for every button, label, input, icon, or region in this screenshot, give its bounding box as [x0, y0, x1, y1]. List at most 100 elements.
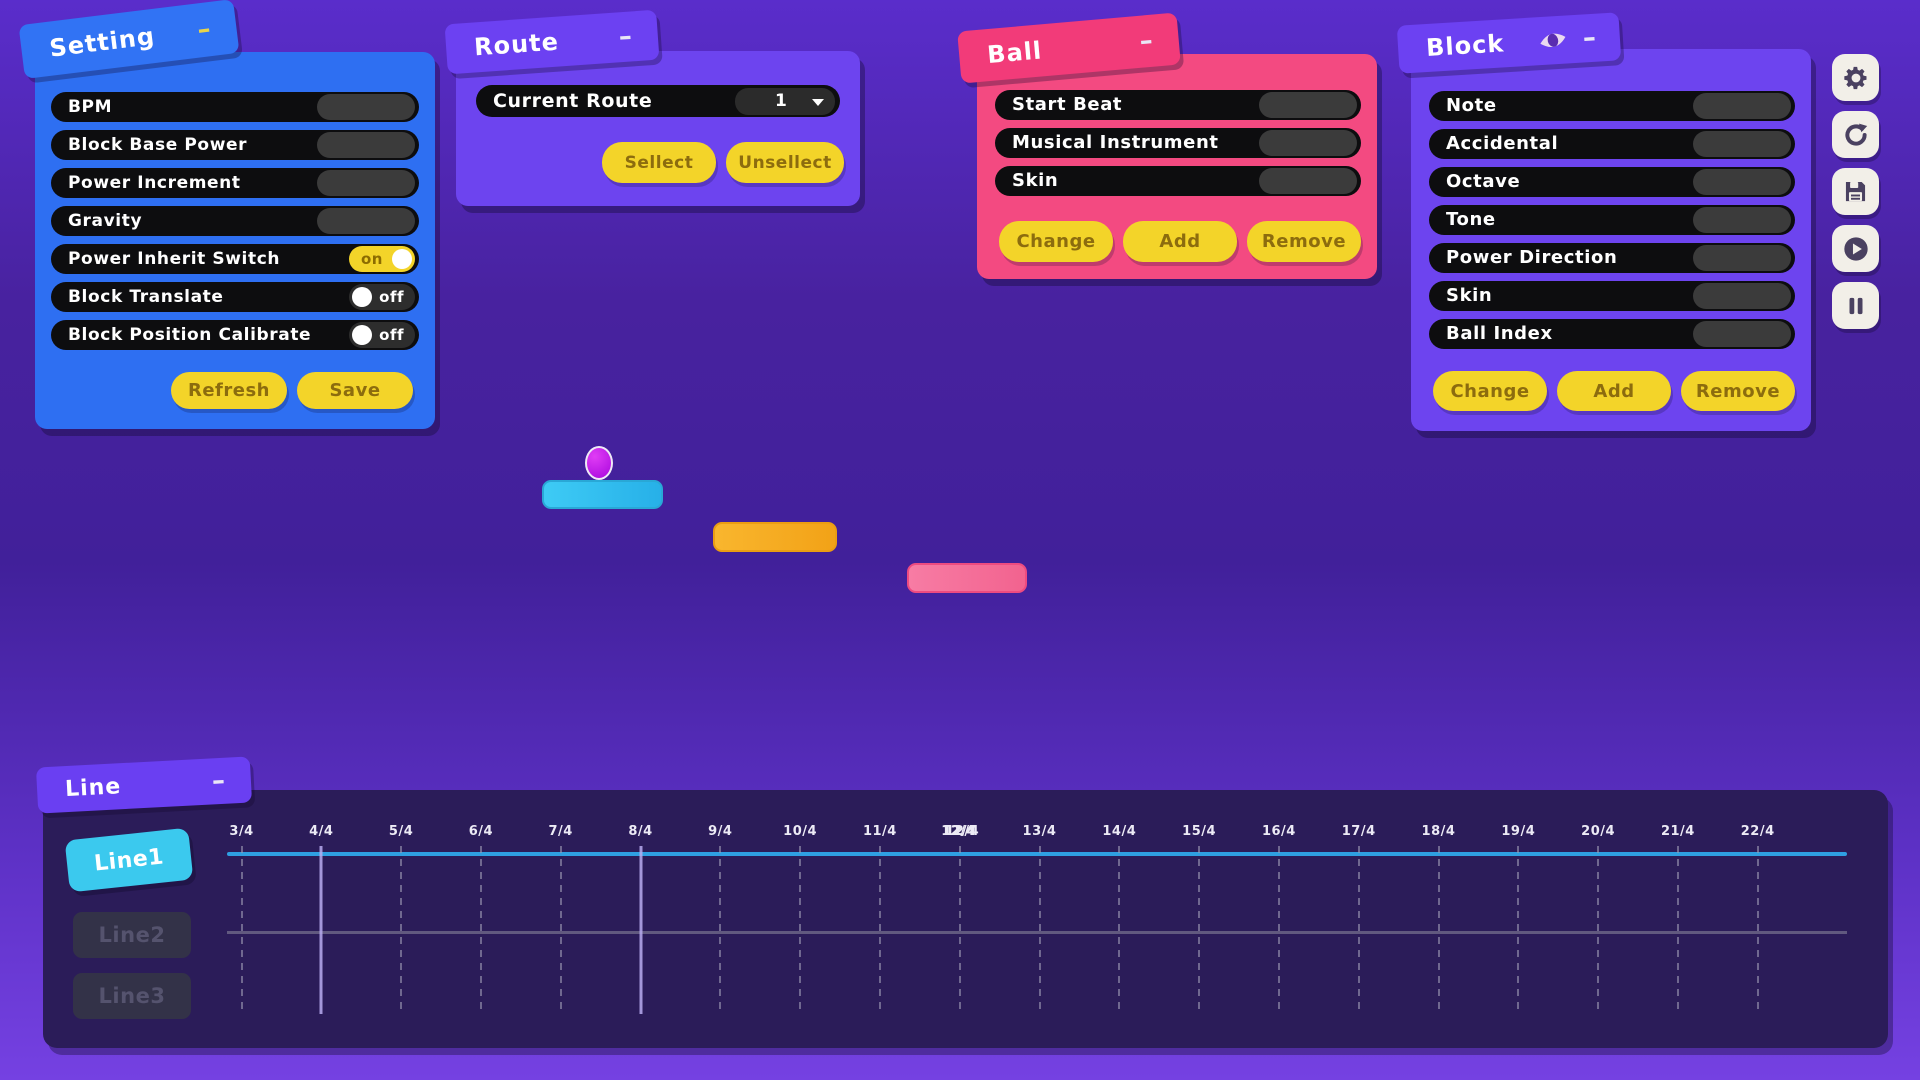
row-label: Octave	[1446, 171, 1521, 192]
beat-label-4-4: 4/4	[309, 824, 334, 839]
block-minimize-button[interactable]: –	[1581, 22, 1597, 54]
block-add-button[interactable]: Add	[1557, 371, 1671, 411]
gravity-input[interactable]	[317, 208, 415, 234]
ball-remove-button[interactable]: Remove	[1247, 221, 1361, 262]
cyan-block[interactable]	[542, 480, 663, 509]
ball-row-musical-instrument: Musical Instrument	[995, 128, 1361, 158]
settings-gear-button[interactable]	[1832, 54, 1879, 101]
ball-minimize-button[interactable]: –	[1138, 25, 1154, 57]
setting-panel: Setting – BPM Block Base Power Power Incre…	[18, 0, 435, 429]
beat-gridline-15-4	[1198, 846, 1201, 1014]
ball-index-input[interactable]	[1693, 321, 1791, 347]
skin-input[interactable]	[1693, 283, 1791, 309]
route-panel-tab[interactable]: Route –	[444, 9, 660, 75]
beat-label-11-4: 11/4	[862, 824, 897, 839]
musical-instrument-input[interactable]	[1259, 130, 1357, 156]
beat-label-7-4: 7/4	[548, 824, 573, 839]
ball-add-button[interactable]: Add	[1123, 221, 1237, 262]
line-panel-title: Line	[64, 773, 122, 802]
beat-gridline-16-4	[1277, 846, 1280, 1014]
block-position-calibrate-toggle[interactable]: off	[349, 322, 415, 348]
block-buttons: Change Add Remove	[1433, 371, 1795, 411]
setting-save-button[interactable]: Save	[297, 372, 413, 409]
setting-row-gravity: Gravity	[51, 206, 419, 236]
block-translate-toggle[interactable]: off	[349, 284, 415, 310]
refresh-button[interactable]	[1832, 111, 1879, 158]
setting-minimize-button[interactable]: –	[195, 14, 213, 46]
ball-row-skin: Skin	[995, 166, 1361, 196]
accidental-input[interactable]	[1693, 131, 1791, 157]
line-tab-line1[interactable]: Line1	[64, 827, 194, 893]
skin-input[interactable]	[1259, 168, 1357, 194]
row-label: Gravity	[68, 211, 143, 231]
line-panel: Line – Line1 Line2 Line3 3/4 4/4 5/4 6/4 7/4 8/…	[35, 756, 1888, 1048]
pause-button[interactable]	[1832, 282, 1879, 329]
toggle-state-label: off	[379, 288, 404, 306]
current-route-row: Current Route 1	[476, 85, 840, 117]
current-route-dropdown[interactable]: 1	[735, 88, 835, 115]
pink-block[interactable]	[907, 563, 1027, 593]
save-button[interactable]	[1832, 168, 1879, 215]
play-button[interactable]	[1832, 225, 1879, 272]
octave-input[interactable]	[1693, 169, 1791, 195]
line1-track-line	[227, 852, 1847, 856]
orange-block[interactable]	[713, 522, 837, 552]
tone-input[interactable]	[1693, 207, 1791, 233]
setting-panel-title: Setting	[47, 21, 157, 63]
save-floppy-icon	[1845, 181, 1866, 202]
row-label: Block Position Calibrate	[68, 325, 312, 345]
power-direction-input[interactable]	[1693, 245, 1791, 271]
block-row-octave: Octave	[1429, 167, 1795, 197]
ball-change-button[interactable]: Change	[999, 221, 1113, 262]
line-tab-line2[interactable]: Line2	[73, 912, 191, 958]
setting-row-block-position-calibrate: Block Position Calibrate off	[51, 320, 419, 350]
row-label: Block Translate	[68, 287, 224, 307]
row-label: Power Increment	[68, 173, 241, 193]
beat-gridline-17-4	[1357, 846, 1360, 1014]
line-minimize-button[interactable]: –	[211, 765, 226, 797]
line-panel-tab[interactable]: Line –	[35, 756, 253, 814]
line2-track-line	[227, 931, 1847, 934]
game-ball[interactable]	[585, 446, 613, 480]
current-route-label: Current Route	[493, 90, 653, 112]
ball-panel: Ball – Start Beat Musical Instrument Skin …	[957, 12, 1377, 279]
power-increment-input[interactable]	[317, 170, 415, 196]
route-minimize-button[interactable]: –	[617, 21, 633, 53]
refresh-icon	[1844, 123, 1867, 146]
power-inherit-switch-toggle[interactable]: on	[349, 246, 415, 272]
beat-gridline-18-4	[1437, 846, 1440, 1014]
setting-row-power-inherit-switch: Power Inherit Switch on	[51, 244, 419, 274]
block-remove-button[interactable]: Remove	[1681, 371, 1795, 411]
setting-refresh-button[interactable]: Refresh	[171, 372, 287, 409]
beat-gridline-8-4	[639, 846, 642, 1014]
visibility-eye-icon[interactable]	[1536, 27, 1569, 53]
block-panel-tab[interactable]: Block –	[1396, 12, 1622, 74]
beat-gridline-14-4	[1118, 846, 1121, 1014]
route-sellect-button[interactable]: Sellect	[602, 142, 716, 183]
route-panel-title: Route	[473, 27, 560, 62]
block-row-accidental: Accidental	[1429, 129, 1795, 159]
row-label: Skin	[1446, 285, 1493, 306]
beat-label-8-4: 8/4	[628, 824, 653, 839]
row-label: Skin	[1012, 170, 1059, 191]
beat-label-5-4: 5/4	[388, 824, 414, 839]
row-label: Accidental	[1446, 133, 1559, 154]
beat-label-20-4: 20/4	[1581, 824, 1616, 839]
start-beat-input[interactable]	[1259, 92, 1357, 118]
block-change-button[interactable]: Change	[1433, 371, 1547, 411]
note-input[interactable]	[1693, 93, 1791, 119]
route-unsellect-button[interactable]: Unsellect	[726, 142, 844, 183]
setting-row-power-increment: Power Increment	[51, 168, 419, 198]
beat-gridline-21-4	[1676, 846, 1679, 1014]
setting-panel-tab[interactable]: Setting –	[18, 0, 240, 79]
pause-icon	[1849, 297, 1862, 314]
block-base-power-input[interactable]	[317, 132, 415, 158]
beat-gridline-4-4	[319, 846, 323, 1014]
setting-rows: BPM Block Base Power Power Increment Gravit…	[51, 92, 419, 358]
line-tab-line3[interactable]: Line3	[73, 973, 191, 1019]
ball-panel-tab[interactable]: Ball –	[957, 12, 1181, 84]
bpm-input[interactable]	[317, 94, 415, 120]
beat-label-6-4: 6/4	[468, 824, 494, 839]
route-panel: Route – Current Route 1 Sellect Unsellect	[444, 9, 860, 206]
